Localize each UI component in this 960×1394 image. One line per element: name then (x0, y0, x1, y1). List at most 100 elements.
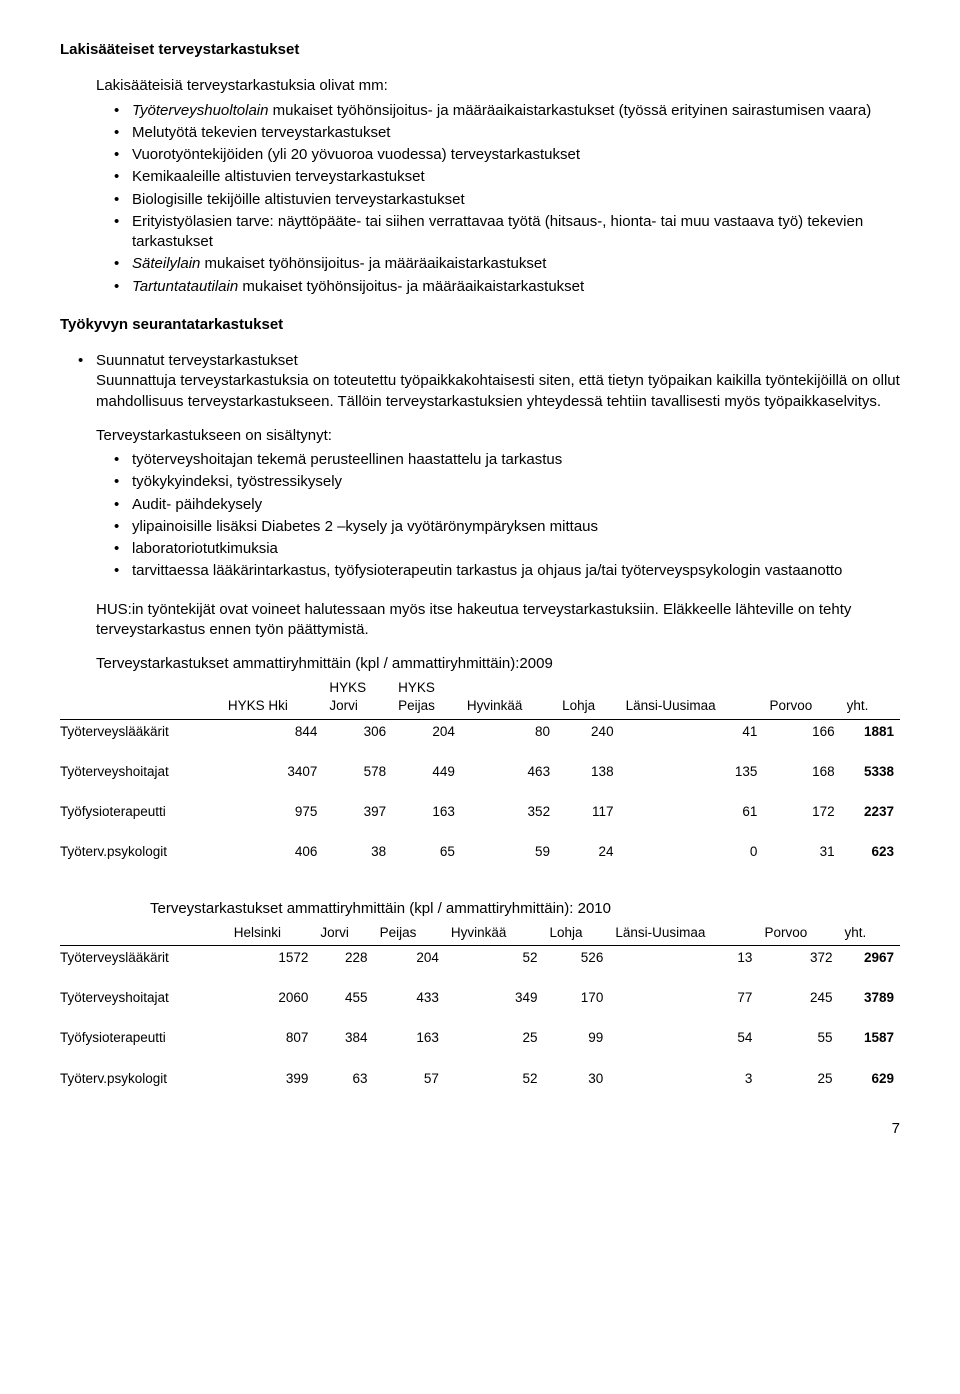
cell: 135 (620, 760, 764, 784)
list-item: laboratoriotutkimuksia (96, 539, 900, 559)
cell: 25 (445, 1026, 544, 1050)
cell: 397 (323, 800, 392, 824)
col-header: HYKSJorvi (323, 676, 392, 719)
cell: 352 (461, 800, 556, 824)
cell: 623 (841, 840, 900, 864)
cell: 463 (461, 760, 556, 784)
list-item: Melutyötä tekevien terveystarkastukset (96, 123, 900, 143)
list-item: Tartuntatautilain mukaiset työhönsijoitu… (96, 277, 900, 297)
col-header: Jorvi (314, 921, 373, 946)
cell: 3789 (838, 986, 900, 1010)
col-header: yht. (841, 676, 900, 719)
cell: 1587 (838, 1026, 900, 1050)
col-header: Lohja (556, 676, 620, 719)
cell: 80 (461, 719, 556, 744)
cell: 172 (763, 800, 840, 824)
cell: 41 (620, 719, 764, 744)
list-item: Biologisille tekijöille altistuvien terv… (96, 190, 900, 210)
row-label: Työterv.psykologit (60, 1067, 228, 1091)
cell: 163 (392, 800, 461, 824)
cell: 170 (544, 986, 610, 1010)
cell: 1572 (228, 946, 315, 971)
cell: 807 (228, 1026, 315, 1050)
col-header: Porvoo (763, 676, 840, 719)
cell: 168 (763, 760, 840, 784)
list-item: Erityistyölasien tarve: näyttöpääte- tai… (96, 212, 900, 253)
bullets-suunnatut: Suunnatut terveystarkastukset Suunnattuj… (60, 351, 900, 412)
col-header: Peijas (374, 921, 445, 946)
row-label: Työterv.psykologit (60, 840, 222, 864)
list-item: Vuorotyöntekijöiden (yli 20 yövuoroa vuo… (96, 145, 900, 165)
col-header: Helsinki (228, 921, 315, 946)
cell: 2967 (838, 946, 900, 971)
cell: 384 (314, 1026, 373, 1050)
bullets-sisaltynut: työterveyshoitajan tekemä perusteellinen… (96, 450, 900, 582)
col-header: HYKS Hki (222, 676, 324, 719)
cell: 1881 (841, 719, 900, 744)
cell: 526 (544, 946, 610, 971)
col-header: Hyvinkää (461, 676, 556, 719)
cell: 38 (323, 840, 392, 864)
cell: 61 (620, 800, 764, 824)
cell: 975 (222, 800, 324, 824)
col-header: Porvoo (758, 921, 838, 946)
table-2009: HYKS HkiHYKSJorviHYKSPeijasHyvinkääLohja… (60, 676, 900, 880)
cell: 349 (445, 986, 544, 1010)
col-header: Länsi-Uusimaa (620, 676, 764, 719)
cell: 25 (758, 1067, 838, 1091)
cell: 30 (544, 1067, 610, 1091)
cell: 455 (314, 986, 373, 1010)
col-header: Lohja (544, 921, 610, 946)
list-item: Suunnatut terveystarkastukset Suunnattuj… (60, 351, 900, 412)
cell: 31 (763, 840, 840, 864)
cell: 578 (323, 760, 392, 784)
list-item: ylipainoisille lisäksi Diabetes 2 –kysel… (96, 517, 900, 537)
table1-caption: Terveystarkastukset ammattiryhmittäin (k… (96, 654, 900, 674)
cell: 166 (763, 719, 840, 744)
cell: 65 (392, 840, 461, 864)
cell: 306 (323, 719, 392, 744)
row-label: Työfysioterapeutti (60, 800, 222, 824)
bullets-main: Työterveyshuoltolain mukaiset työhönsijo… (96, 101, 900, 297)
list-item: Kemikaaleille altistuvien terveystarkast… (96, 167, 900, 187)
cell: 204 (374, 946, 445, 971)
list-item: Säteilylain mukaiset työhönsijoitus- ja … (96, 254, 900, 274)
cell: 2237 (841, 800, 900, 824)
row-label: Työfysioterapeutti (60, 1026, 228, 1050)
cell: 24 (556, 840, 620, 864)
cell: 63 (314, 1067, 373, 1091)
cell: 3 (609, 1067, 758, 1091)
cell: 372 (758, 946, 838, 971)
cell: 138 (556, 760, 620, 784)
list-item: Audit- päihdekysely (96, 495, 900, 515)
sisaltynut-intro: Terveystarkastukseen on sisältynyt: (96, 426, 900, 446)
cell: 59 (461, 840, 556, 864)
col-header: Hyvinkää (445, 921, 544, 946)
cell: 54 (609, 1026, 758, 1050)
cell: 99 (544, 1026, 610, 1050)
cell: 52 (445, 946, 544, 971)
suunnatut-title: Suunnatut terveystarkastukset (96, 352, 298, 369)
list-item: tarvittaessa lääkärintarkastus, työfysio… (96, 561, 900, 581)
cell: 57 (374, 1067, 445, 1091)
after-list-para: HUS:in työntekijät ovat voineet halutess… (96, 600, 900, 641)
col-header: yht. (838, 921, 900, 946)
heading-tyokyvyn: Työkyvyn seurantatarkastukset (60, 315, 900, 335)
row-label: Työterveyshoitajat (60, 986, 228, 1010)
cell: 0 (620, 840, 764, 864)
table2-caption: Terveystarkastukset ammattiryhmittäin (k… (150, 899, 900, 919)
cell: 399 (228, 1067, 315, 1091)
cell: 629 (838, 1067, 900, 1091)
suunnatut-body: Suunnattuja terveystarkastuksia on toteu… (96, 372, 900, 409)
heading-lakisaateiset: Lakisääteiset terveystarkastukset (60, 40, 900, 60)
list-item: työterveyshoitajan tekemä perusteellinen… (96, 450, 900, 470)
list-item: työkykyindeksi, työstressikysely (96, 472, 900, 492)
list-item: Työterveyshuoltolain mukaiset työhönsijo… (96, 101, 900, 121)
cell: 55 (758, 1026, 838, 1050)
table-2010: HelsinkiJorviPeijasHyvinkääLohjaLänsi-Uu… (60, 921, 900, 1107)
cell: 245 (758, 986, 838, 1010)
cell: 228 (314, 946, 373, 971)
cell: 117 (556, 800, 620, 824)
col-header-blank (60, 921, 228, 946)
col-header: HYKSPeijas (392, 676, 461, 719)
